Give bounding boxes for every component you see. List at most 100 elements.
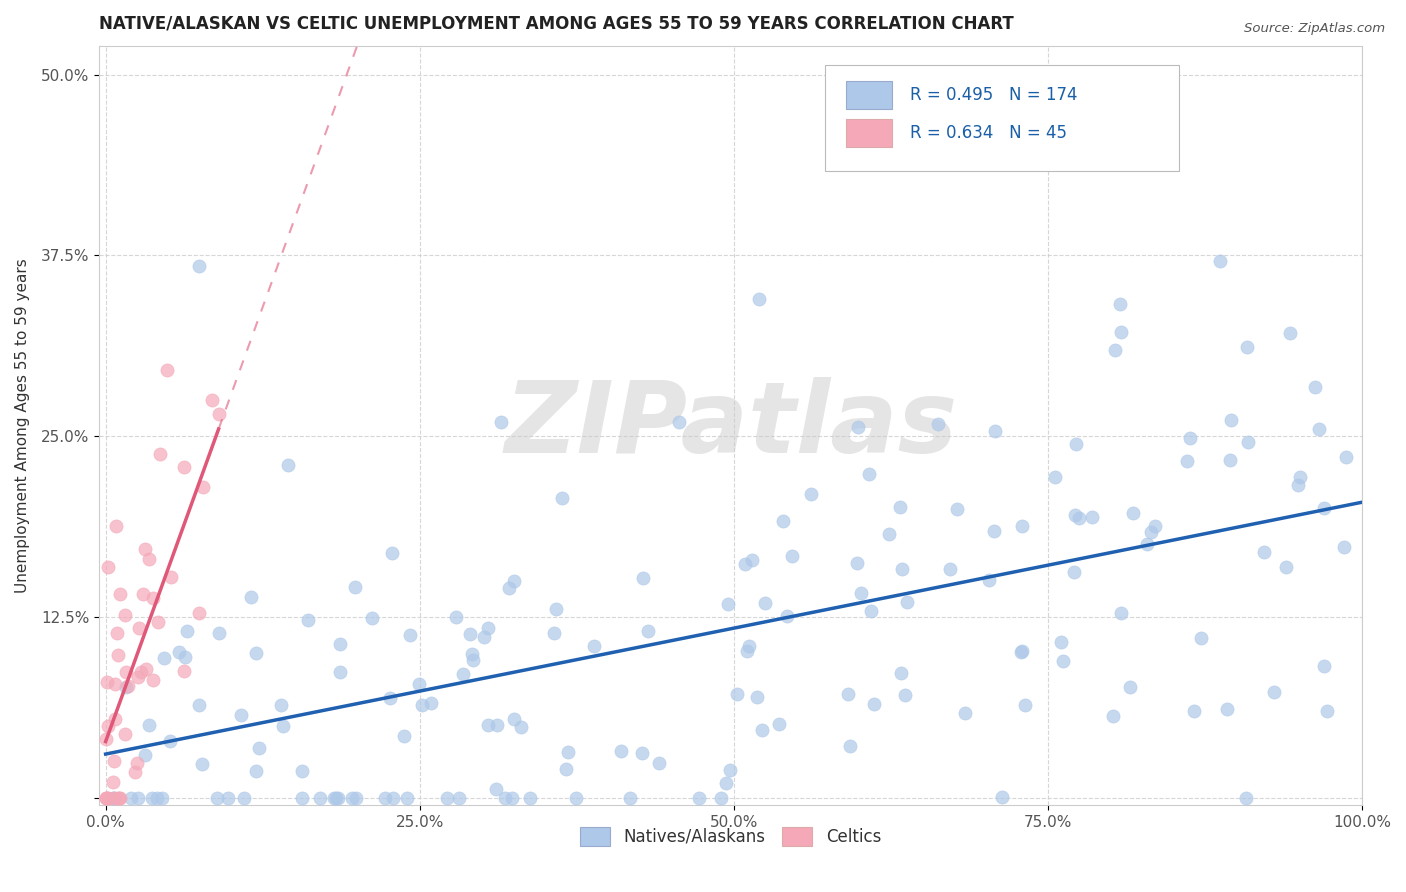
Point: [977, 573, 1000, 587]
Point: [141, 591, 163, 605]
Point: [121, 790, 143, 805]
Point: [725, 687, 748, 701]
Point: [461, 653, 484, 667]
Text: ZIPatlas: ZIPatlas: [505, 376, 957, 474]
Point: [1102, 709, 1125, 723]
Point: [1119, 680, 1142, 694]
Point: [939, 562, 962, 576]
Point: [838, 739, 860, 753]
Point: [890, 666, 912, 681]
Point: [142, 673, 165, 687]
Point: [326, 790, 349, 805]
Point: [877, 527, 900, 541]
Point: [392, 729, 415, 743]
Point: [1175, 454, 1198, 468]
Point: [96, 559, 118, 574]
Text: R = 0.495   N = 174: R = 0.495 N = 174: [910, 86, 1077, 104]
Point: [381, 546, 404, 560]
Text: NATIVE/ALASKAN VS CELTIC UNEMPLOYMENT AMONG AGES 55 TO 59 YEARS CORRELATION CHAR: NATIVE/ALASKAN VS CELTIC UNEMPLOYMENT AM…: [100, 15, 1014, 33]
Point: [768, 717, 790, 731]
Point: [173, 664, 195, 678]
Point: [231, 707, 253, 722]
Point: [485, 782, 508, 797]
Point: [408, 677, 430, 691]
Point: [1216, 702, 1239, 716]
Point: [1333, 540, 1355, 554]
Point: [271, 719, 294, 733]
Point: [889, 500, 911, 514]
Point: [114, 727, 136, 741]
Point: [741, 553, 763, 567]
Point: [845, 556, 868, 570]
Point: [1010, 645, 1032, 659]
Point: [460, 647, 482, 661]
Point: [1234, 790, 1257, 805]
Point: [688, 790, 710, 805]
Point: [291, 790, 314, 805]
Point: [329, 636, 352, 650]
Point: [291, 764, 314, 778]
Y-axis label: Unemployment Among Ages 55 to 59 years: Unemployment Among Ages 55 to 59 years: [15, 258, 30, 592]
Point: [519, 790, 541, 805]
Point: [325, 790, 347, 805]
Point: [718, 763, 741, 777]
Point: [97, 719, 120, 733]
Point: [107, 790, 129, 805]
Point: [131, 665, 153, 679]
Point: [498, 581, 520, 595]
Point: [308, 790, 330, 805]
Point: [1334, 450, 1357, 464]
Point: [782, 549, 804, 563]
Point: [329, 665, 352, 679]
Point: [1253, 545, 1275, 559]
Point: [849, 586, 872, 600]
Point: [134, 747, 156, 762]
Point: [1189, 631, 1212, 645]
FancyBboxPatch shape: [845, 119, 893, 147]
Point: [245, 764, 267, 778]
Point: [444, 610, 467, 624]
Point: [108, 587, 131, 601]
Point: [582, 640, 605, 654]
Point: [107, 648, 129, 662]
Point: [776, 609, 799, 624]
Point: [124, 764, 146, 779]
Point: [1182, 705, 1205, 719]
Text: R = 0.634   N = 45: R = 0.634 N = 45: [910, 124, 1067, 142]
Point: [103, 790, 125, 805]
Point: [374, 790, 396, 805]
Point: [1063, 508, 1085, 523]
Point: [984, 424, 1007, 438]
Point: [503, 712, 526, 726]
Point: [232, 790, 254, 805]
Point: [458, 627, 481, 641]
Point: [1043, 469, 1066, 483]
Point: [159, 570, 181, 584]
Point: [447, 790, 470, 805]
Point: [472, 630, 495, 644]
Point: [138, 552, 160, 566]
Point: [610, 744, 633, 758]
Point: [117, 680, 139, 694]
Point: [94, 790, 117, 805]
Point: [800, 487, 823, 501]
Point: [747, 690, 769, 704]
Point: [208, 626, 231, 640]
Point: [1303, 380, 1326, 394]
Point: [152, 790, 174, 805]
Point: [361, 611, 384, 625]
Point: [846, 420, 869, 434]
Point: [477, 621, 499, 635]
Point: [277, 458, 299, 472]
Point: [544, 602, 567, 616]
Point: [631, 746, 654, 760]
Point: [217, 790, 239, 805]
Point: [1178, 431, 1201, 445]
Point: [247, 741, 270, 756]
Point: [734, 558, 756, 572]
Point: [1014, 698, 1036, 712]
Point: [1109, 297, 1132, 311]
Point: [104, 518, 127, 533]
Point: [340, 790, 363, 805]
Text: Source: ZipAtlas.com: Source: ZipAtlas.com: [1244, 22, 1385, 36]
